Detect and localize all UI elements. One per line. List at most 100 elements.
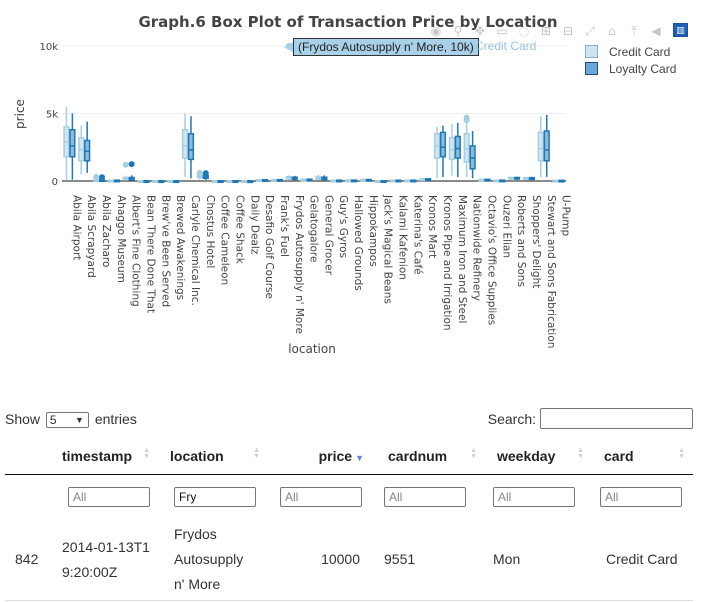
box-loyalty[interactable] xyxy=(232,180,239,184)
column-header-cardnum[interactable]: cardnum ▲ ▼ xyxy=(376,438,485,475)
outlier-point[interactable] xyxy=(99,174,106,181)
box-credit[interactable] xyxy=(181,113,189,177)
box-credit[interactable] xyxy=(241,180,248,184)
box-credit[interactable] xyxy=(300,178,307,182)
box-loyalty[interactable] xyxy=(173,180,180,184)
search-input[interactable] xyxy=(540,408,693,429)
box-loyalty[interactable] xyxy=(321,175,328,181)
box-loyalty[interactable] xyxy=(187,116,195,179)
spike-lines-icon[interactable]: ⤒ xyxy=(631,24,637,38)
box-credit[interactable] xyxy=(359,178,367,182)
box-credit[interactable] xyxy=(256,179,263,183)
zoom-in-icon[interactable]: ⊞ xyxy=(540,24,552,38)
box-plot-chart[interactable]: Graph.6 Box Plot of Transaction Price by… xyxy=(0,0,701,375)
hover-closest-icon[interactable]: ◀ xyxy=(651,24,661,38)
box-loyalty[interactable] xyxy=(247,180,254,184)
legend-item-credit-card[interactable]: Credit Card xyxy=(585,43,676,60)
box-credit[interactable] xyxy=(478,178,485,182)
box-loyalty[interactable] xyxy=(217,180,224,184)
box-loyalty[interactable] xyxy=(543,114,550,177)
outlier-point[interactable] xyxy=(196,169,203,176)
box-loyalty[interactable] xyxy=(380,180,387,184)
box-loyalty[interactable] xyxy=(291,175,298,181)
box-loyalty[interactable] xyxy=(276,178,284,182)
box-loyalty[interactable] xyxy=(365,178,372,182)
box-loyalty[interactable] xyxy=(113,179,120,183)
camera-icon[interactable]: ◉ xyxy=(430,24,442,38)
lasso-icon[interactable]: ◌ xyxy=(518,24,530,38)
column-header-card[interactable]: card ▲ ▼ xyxy=(592,438,693,475)
filter-input-location[interactable] xyxy=(174,487,256,508)
column-header-weekday[interactable]: weekday ▲ ▼ xyxy=(485,438,592,475)
box-loyalty[interactable] xyxy=(336,179,343,183)
box-credit[interactable] xyxy=(285,175,292,181)
box-loyalty[interactable] xyxy=(306,178,313,182)
box-loyalty[interactable] xyxy=(84,121,91,173)
filter-input-cardnum[interactable] xyxy=(384,487,466,508)
column-header-location[interactable]: location ▲ ▼ xyxy=(158,438,268,475)
box-credit[interactable] xyxy=(226,180,233,184)
filter-input-price[interactable] xyxy=(280,487,362,508)
box-credit[interactable] xyxy=(63,106,70,180)
box-loyalty[interactable] xyxy=(439,125,447,177)
box-credit[interactable] xyxy=(344,179,352,183)
zoom-out-icon[interactable]: ⊟ xyxy=(562,24,574,38)
box-credit[interactable] xyxy=(122,175,129,181)
filter-input-card[interactable] xyxy=(600,487,682,508)
legend-item-loyalty-card[interactable]: Loyalty Card xyxy=(585,60,676,77)
box-credit[interactable] xyxy=(537,116,544,177)
box-credit[interactable] xyxy=(404,179,411,183)
home-icon[interactable]: ⌂ xyxy=(608,24,616,38)
filter-input-weekday[interactable] xyxy=(493,487,575,508)
box-select-icon[interactable]: ▭ xyxy=(496,24,508,38)
box-loyalty[interactable] xyxy=(469,131,476,179)
box-credit[interactable] xyxy=(448,124,455,176)
outlier-point[interactable] xyxy=(463,117,470,124)
box-credit[interactable] xyxy=(463,118,470,177)
box-credit[interactable] xyxy=(78,125,85,175)
outlier-point[interactable] xyxy=(93,173,100,180)
box-loyalty[interactable] xyxy=(69,113,76,180)
filter-input-timestamp[interactable] xyxy=(68,487,150,508)
box-loyalty[interactable] xyxy=(128,175,135,181)
box-loyalty[interactable] xyxy=(513,176,521,181)
box-loyalty[interactable] xyxy=(410,179,417,183)
box-credit[interactable] xyxy=(330,179,337,183)
box-loyalty[interactable] xyxy=(261,179,269,183)
box-credit[interactable] xyxy=(508,176,515,181)
autoscale-icon[interactable]: ⤢ xyxy=(585,24,595,38)
box-credit[interactable] xyxy=(315,174,322,181)
box-loyalty[interactable] xyxy=(158,180,165,184)
box-credit[interactable] xyxy=(389,179,396,183)
box-credit[interactable] xyxy=(152,180,159,184)
box-loyalty[interactable] xyxy=(528,176,536,181)
box-credit[interactable] xyxy=(419,178,426,182)
plotly-logo-icon[interactable]: ▥ xyxy=(673,23,688,37)
box-credit[interactable] xyxy=(374,180,381,184)
box-loyalty[interactable] xyxy=(558,179,565,183)
box-loyalty[interactable] xyxy=(484,178,491,182)
box-credit[interactable] xyxy=(522,176,530,181)
box-loyalty[interactable] xyxy=(350,179,358,183)
box-credit[interactable] xyxy=(433,127,441,179)
column-header-price[interactable]: price ▼ xyxy=(268,438,376,475)
table-row[interactable]: 842 2014-01-13T19:20:00Z Frydos Autosupp… xyxy=(5,520,693,601)
box-loyalty[interactable] xyxy=(425,178,432,182)
box-credit[interactable] xyxy=(270,178,278,182)
box-credit[interactable] xyxy=(167,180,174,184)
box-loyalty[interactable] xyxy=(143,180,150,184)
entries-select[interactable]: 5 ▼ xyxy=(45,412,89,429)
outlier-point[interactable] xyxy=(122,161,129,168)
box-credit[interactable] xyxy=(493,179,500,183)
box-loyalty[interactable] xyxy=(395,179,402,183)
box-credit[interactable] xyxy=(211,180,218,184)
box-loyalty[interactable] xyxy=(454,122,461,177)
chart-canvas[interactable]: Graph.6 Box Plot of Transaction Price by… xyxy=(0,0,701,375)
column-header-timestamp[interactable]: timestamp ▲ ▼ xyxy=(50,438,158,475)
zoom-icon[interactable]: ⚲ xyxy=(453,24,463,38)
box-credit[interactable] xyxy=(552,179,559,183)
outlier-point[interactable] xyxy=(202,170,209,177)
box-loyalty[interactable] xyxy=(499,179,506,183)
pan-icon[interactable]: ✥ xyxy=(474,24,486,38)
box-credit[interactable] xyxy=(137,180,144,184)
